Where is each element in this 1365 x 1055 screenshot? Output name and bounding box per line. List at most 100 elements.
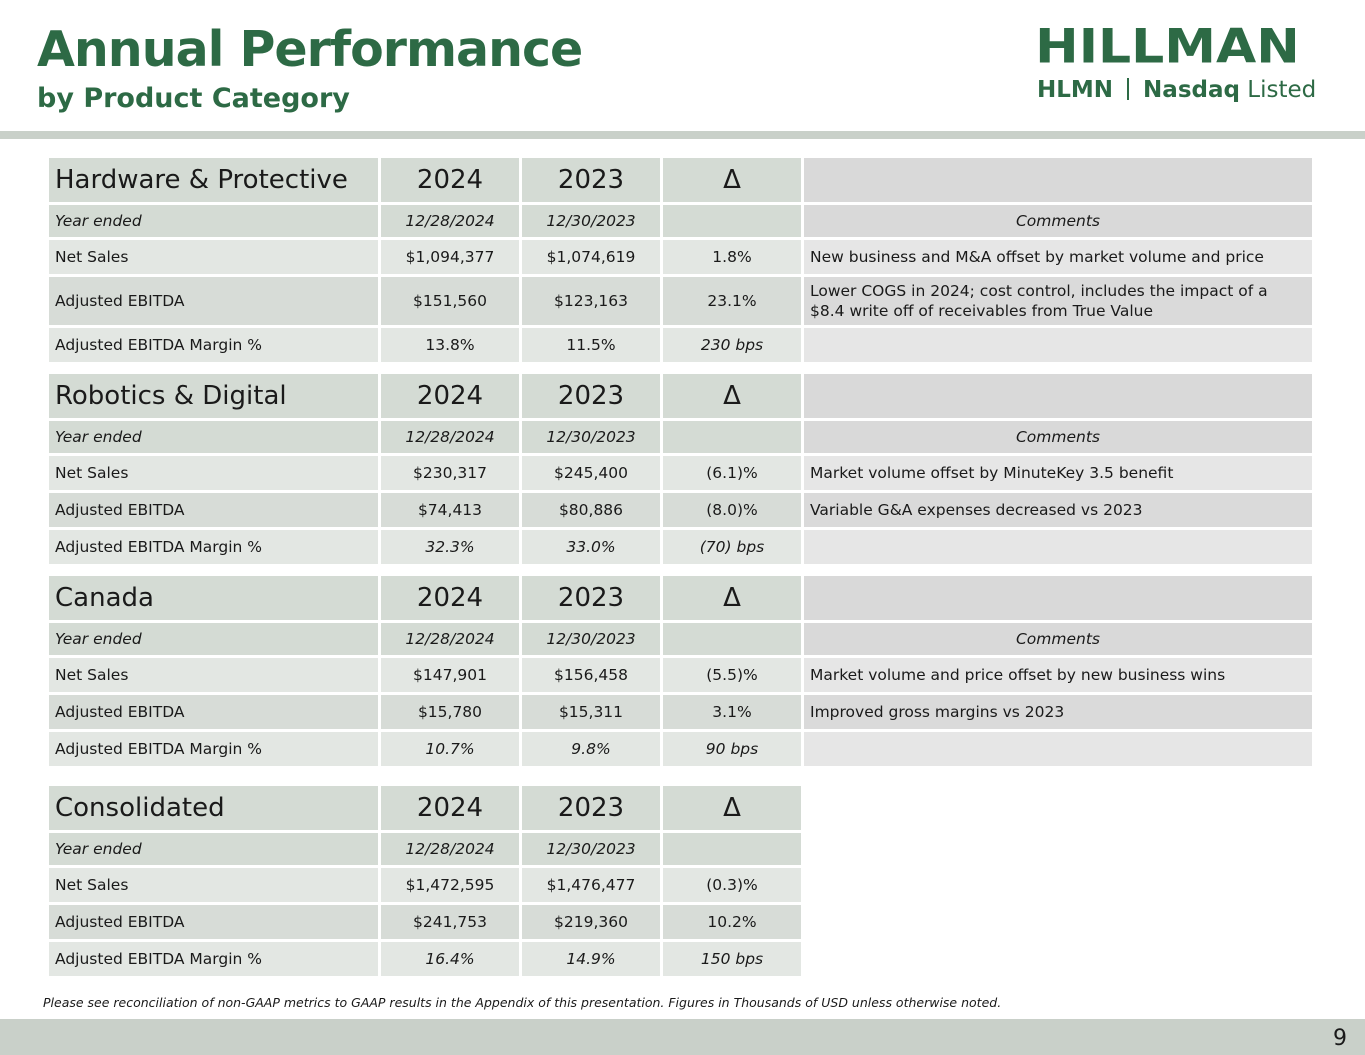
value-delta: (5.5)% (663, 658, 801, 692)
table-row: Net Sales $1,094,377 $1,074,619 1.8% New… (49, 240, 1312, 274)
table-header-row: Robotics & Digital 2024 2023 Δ (49, 374, 1312, 418)
row-label: Net Sales (49, 658, 378, 692)
col-2024: 2024 (381, 374, 519, 418)
table-canada: Canada 2024 2023 Δ Year ended 12/28/2024… (46, 573, 1315, 769)
page-number: 9 (1333, 1026, 1347, 1051)
value-2023: 14.9% (522, 942, 660, 976)
row-comment (804, 530, 1312, 564)
segment-name: Consolidated (49, 786, 378, 830)
logo-listed: Listed (1247, 77, 1317, 103)
table-row: Adjusted EBITDA Margin % 10.7% 9.8% 90 b… (49, 732, 1312, 766)
date-2024: 12/28/2024 (381, 205, 519, 237)
delta-blank (663, 833, 801, 865)
table-row: Adjusted EBITDA Margin % 16.4% 14.9% 150… (49, 942, 801, 976)
table-row: Adjusted EBITDA $241,753 $219,360 10.2% (49, 905, 801, 939)
table-consolidated: Consolidated 2024 2023 Δ Year ended 12/2… (46, 783, 804, 979)
page-title: Annual Performance (37, 21, 583, 78)
date-2024: 12/28/2024 (381, 833, 519, 865)
col-delta: Δ (663, 374, 801, 418)
row-label: Net Sales (49, 868, 378, 902)
date-2024: 12/28/2024 (381, 421, 519, 453)
row-label: Adjusted EBITDA (49, 695, 378, 729)
table-subheader-row: Year ended 12/28/2024 12/30/2023 Comment… (49, 205, 1312, 237)
col-comments-blank (804, 576, 1312, 620)
delta-blank (663, 421, 801, 453)
value-2023: $1,476,477 (522, 868, 660, 902)
value-delta: (6.1)% (663, 456, 801, 490)
value-2024: 16.4% (381, 942, 519, 976)
value-delta: (0.3)% (663, 868, 801, 902)
value-delta: 90 bps (663, 732, 801, 766)
logo-wordmark: HILLMAN (1035, 20, 1300, 75)
logo-ticker: HLMN (1037, 77, 1114, 103)
year-ended-label: Year ended (49, 421, 378, 453)
value-delta: 150 bps (663, 942, 801, 976)
col-comments-blank (804, 374, 1312, 418)
table-row: Adjusted EBITDA $15,780 $15,311 3.1% Imp… (49, 695, 1312, 729)
col-2024: 2024 (381, 158, 519, 202)
value-2024: $15,780 (381, 695, 519, 729)
date-2023: 12/30/2023 (522, 421, 660, 453)
value-delta: 1.8% (663, 240, 801, 274)
value-2023: $219,360 (522, 905, 660, 939)
table-subheader-row: Year ended 12/28/2024 12/30/2023 Comment… (49, 623, 1312, 655)
col-2024: 2024 (381, 576, 519, 620)
value-2024: $147,901 (381, 658, 519, 692)
table-row: Net Sales $1,472,595 $1,476,477 (0.3)% (49, 868, 801, 902)
table-row: Adjusted EBITDA Margin % 32.3% 33.0% (70… (49, 530, 1312, 564)
col-2023: 2023 (522, 576, 660, 620)
value-delta: (70) bps (663, 530, 801, 564)
row-label: Adjusted EBITDA Margin % (49, 732, 378, 766)
value-2023: $1,074,619 (522, 240, 660, 274)
page-subtitle: by Product Category (37, 83, 350, 114)
row-label: Adjusted EBITDA Margin % (49, 942, 378, 976)
col-delta: Δ (663, 158, 801, 202)
row-comment (804, 732, 1312, 766)
comments-label: Comments (804, 421, 1312, 453)
row-comment: New business and M&A offset by market vo… (804, 240, 1312, 274)
col-2024: 2024 (381, 786, 519, 830)
logo-divider (1127, 78, 1130, 100)
row-label: Net Sales (49, 456, 378, 490)
delta-blank (663, 623, 801, 655)
table-header-row: Canada 2024 2023 Δ (49, 576, 1312, 620)
row-comment: Improved gross margins vs 2023 (804, 695, 1312, 729)
value-2024: $74,413 (381, 493, 519, 527)
value-2023: $156,458 (522, 658, 660, 692)
table-row: Adjusted EBITDA $74,413 $80,886 (8.0)% V… (49, 493, 1312, 527)
logo-tagline: HLMN Nasdaq Listed (1037, 76, 1316, 104)
row-comment (804, 328, 1312, 362)
col-delta: Δ (663, 786, 801, 830)
table-subheader-row: Year ended 12/28/2024 12/30/2023 Comment… (49, 421, 1312, 453)
year-ended-label: Year ended (49, 833, 378, 865)
value-2023: $15,311 (522, 695, 660, 729)
row-comment: Variable G&A expenses decreased vs 2023 (804, 493, 1312, 527)
value-delta: 10.2% (663, 905, 801, 939)
table-hardware-protective: Hardware & Protective 2024 2023 Δ Year e… (46, 155, 1315, 365)
value-delta: 3.1% (663, 695, 801, 729)
table-subheader-row: Year ended 12/28/2024 12/30/2023 (49, 833, 801, 865)
date-2023: 12/30/2023 (522, 833, 660, 865)
footer-band (0, 1019, 1365, 1055)
comments-label: Comments (804, 623, 1312, 655)
value-delta: (8.0)% (663, 493, 801, 527)
table-row: Net Sales $230,317 $245,400 (6.1)% Marke… (49, 456, 1312, 490)
date-2023: 12/30/2023 (522, 623, 660, 655)
row-comment: Lower COGS in 2024; cost control, includ… (804, 277, 1312, 325)
delta-blank (663, 205, 801, 237)
table-row: Net Sales $147,901 $156,458 (5.5)% Marke… (49, 658, 1312, 692)
value-2024: $151,560 (381, 277, 519, 325)
value-2024: 13.8% (381, 328, 519, 362)
table-header-row: Consolidated 2024 2023 Δ (49, 786, 801, 830)
segment-name: Canada (49, 576, 378, 620)
date-2023: 12/30/2023 (522, 205, 660, 237)
value-2023: $245,400 (522, 456, 660, 490)
footnote: Please see reconciliation of non-GAAP me… (43, 995, 1002, 1010)
year-ended-label: Year ended (49, 205, 378, 237)
col-comments-blank (804, 158, 1312, 202)
value-2024: $1,472,595 (381, 868, 519, 902)
year-ended-label: Year ended (49, 623, 378, 655)
table-row: Adjusted EBITDA $151,560 $123,163 23.1% … (49, 277, 1312, 325)
row-label: Adjusted EBITDA (49, 277, 378, 325)
value-2024: $1,094,377 (381, 240, 519, 274)
